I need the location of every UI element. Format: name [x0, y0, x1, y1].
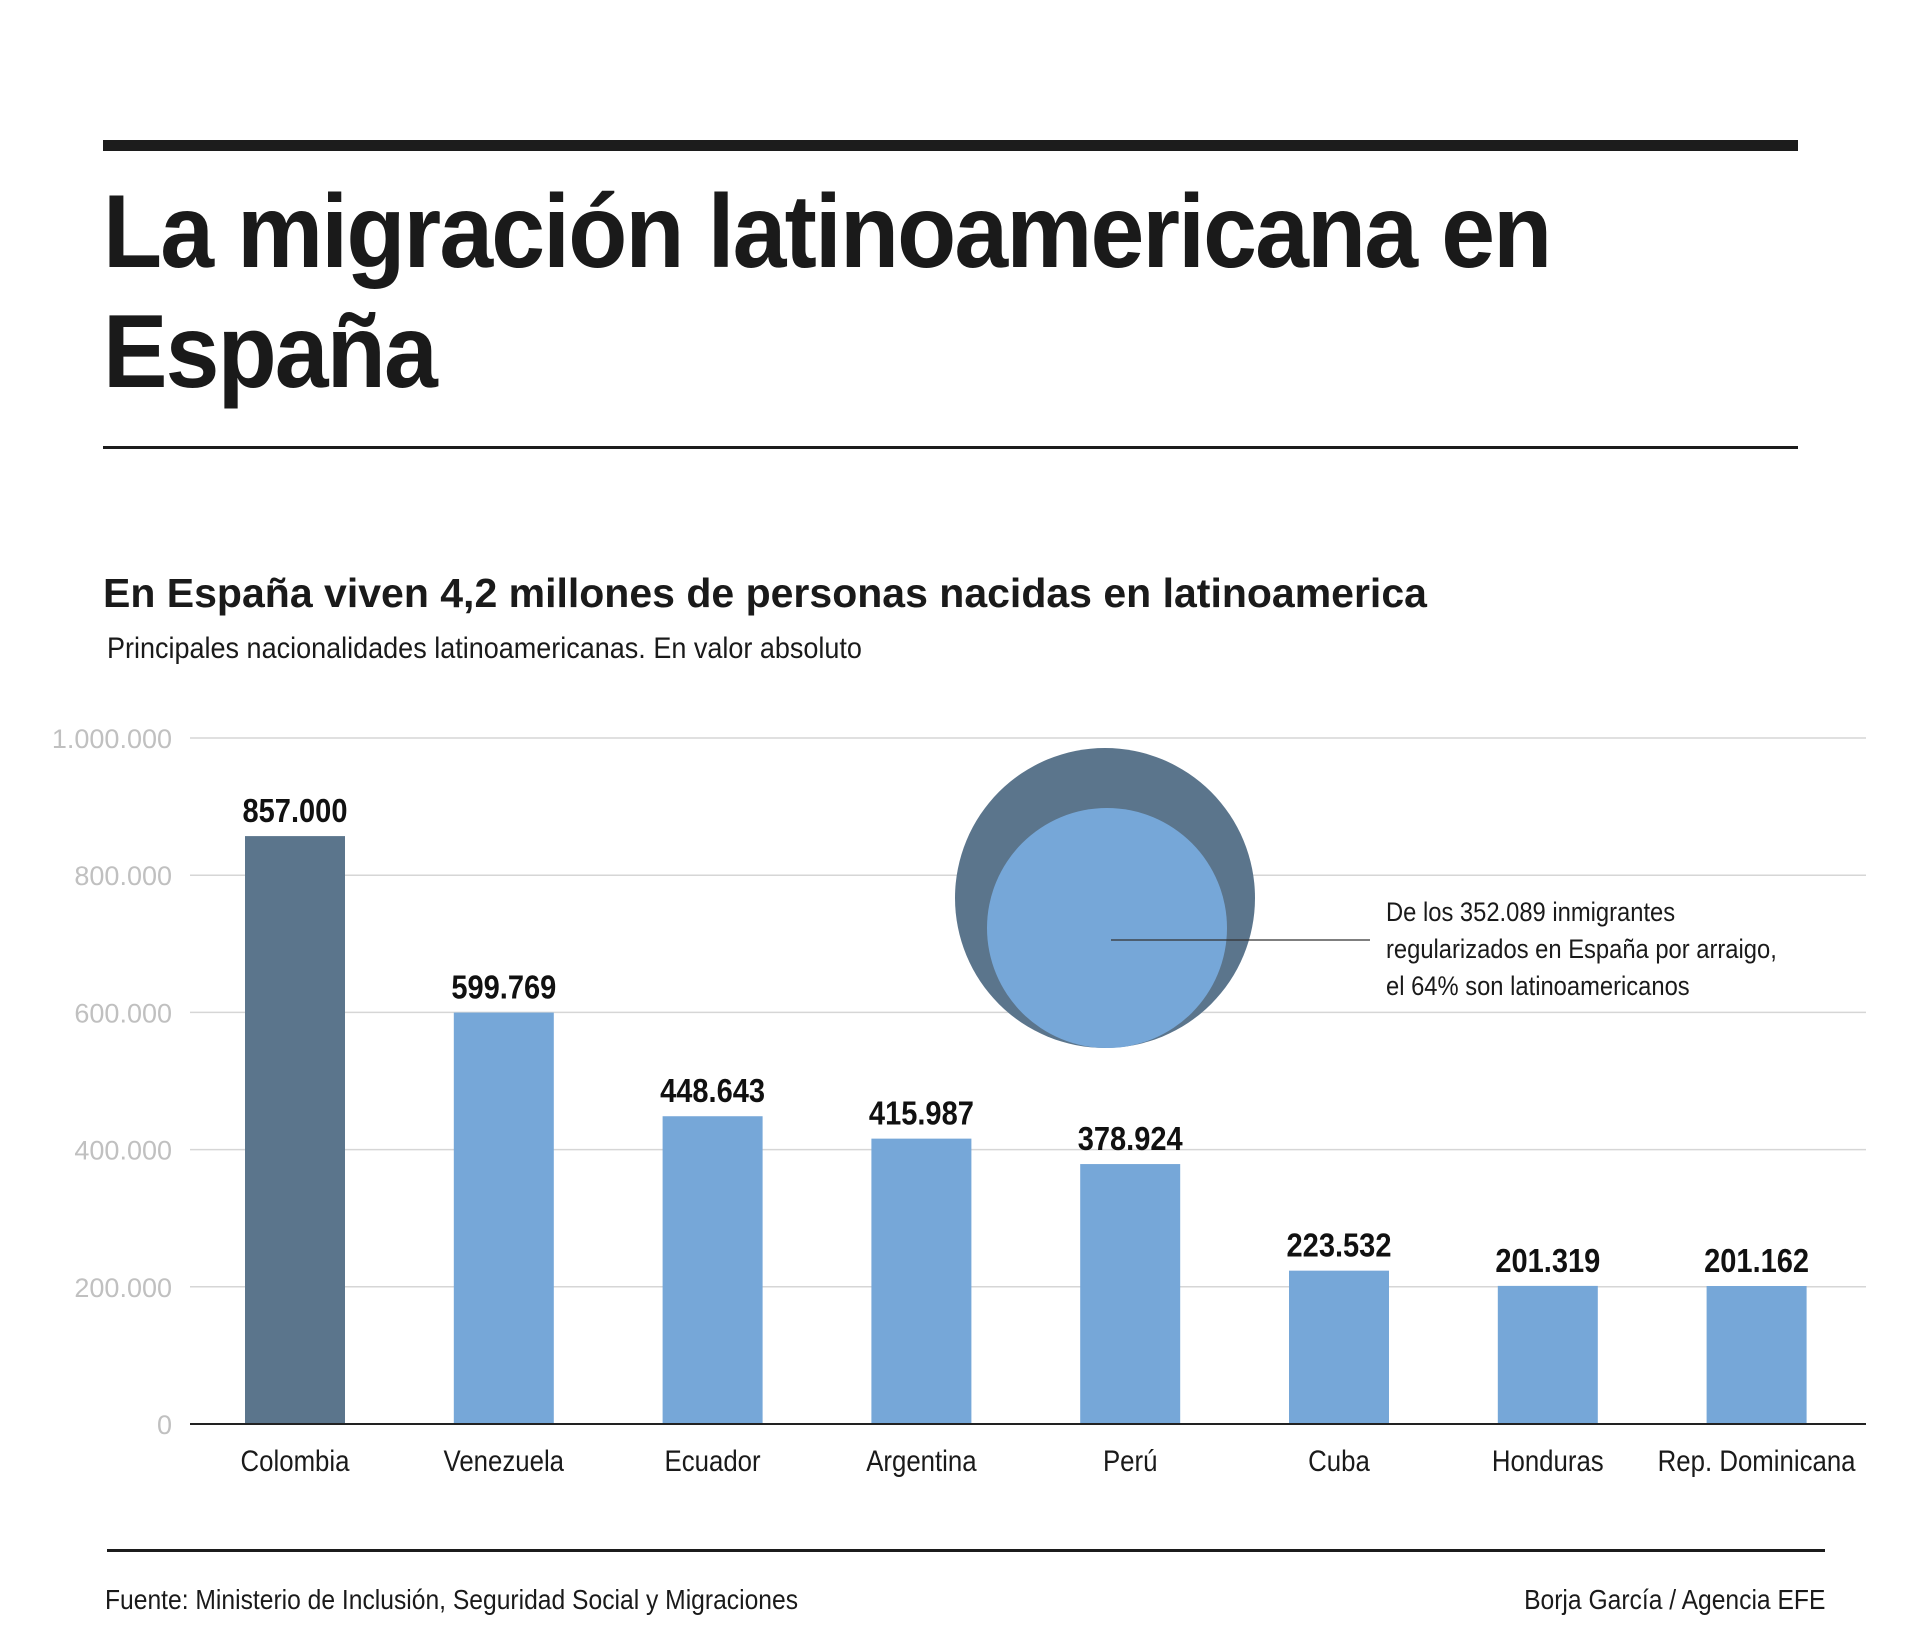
bar — [1497, 1285, 1598, 1424]
inset-circles: De los 352.089 inmigrantes regularizados … — [955, 748, 1777, 1048]
value-label: 201.162 — [1704, 1242, 1809, 1279]
chart-subtitle: Principales nacionalidades latinoamerica… — [107, 632, 862, 665]
bar — [1289, 1270, 1389, 1424]
annotation-text: regularizados en España por arraigo, — [1386, 935, 1777, 965]
bars — [245, 836, 1807, 1424]
value-label: 201.319 — [1495, 1242, 1600, 1279]
y-tick-label: 600.000 — [74, 998, 172, 1028]
value-label: 857.000 — [243, 792, 348, 829]
x-tick-label: Rep. Dominicana — [1658, 1444, 1856, 1477]
y-tick-label: 1.000.000 — [52, 724, 172, 754]
x-tick-label: Ecuador — [665, 1444, 761, 1477]
value-label: 223.532 — [1287, 1227, 1392, 1264]
value-label: 378.924 — [1078, 1120, 1184, 1157]
bar — [662, 1116, 763, 1424]
y-tick-label: 800.000 — [74, 861, 172, 891]
bar — [871, 1138, 972, 1424]
x-tick-label: Perú — [1103, 1444, 1157, 1477]
value-label: 415.987 — [869, 1095, 974, 1132]
annotation-text: De los 352.089 inmigrantes — [1386, 898, 1675, 928]
chart-headline: En España viven 4,2 millones de personas… — [103, 570, 1427, 616]
y-tick-label: 0 — [157, 1410, 172, 1440]
bar — [245, 836, 345, 1424]
x-tick-label: Venezuela — [444, 1444, 565, 1477]
page-title: La migración latinoamericana en España — [103, 174, 1552, 410]
value-label: 599.769 — [451, 969, 556, 1006]
value-label: 448.643 — [660, 1073, 765, 1110]
source-note: Fuente: Ministerio de Inclusión, Segurid… — [105, 1584, 799, 1615]
x-tick-label: Colombia — [241, 1444, 350, 1477]
footer-divider — [107, 1549, 1825, 1552]
top-rule — [103, 140, 1798, 151]
credit-note: Borja García / Agencia EFE — [1523, 1584, 1825, 1615]
inner-circle — [987, 808, 1227, 1048]
x-tick-label: Cuba — [1308, 1444, 1370, 1477]
y-tick-label: 400.000 — [74, 1136, 172, 1166]
y-axis-labels: 0 200.000 400.000 600.000 800.000 1.000.000 — [52, 724, 172, 1440]
title-divider — [103, 446, 1798, 449]
value-labels: 857.000 599.769 448.643 415.987 378.924 223.5… — [243, 792, 1810, 1279]
annotation-text: el 64% son latinoamericanos — [1386, 972, 1690, 1002]
bar — [453, 1012, 554, 1424]
x-tick-label: Argentina — [866, 1444, 977, 1477]
y-tick-label: 200.000 — [74, 1273, 172, 1303]
bar — [1080, 1164, 1181, 1424]
x-axis-labels: Colombia Venezuela Ecuador Argentina Perú Cub… — [241, 1444, 1856, 1477]
x-tick-label: Honduras — [1492, 1444, 1604, 1477]
bar — [1706, 1286, 1807, 1424]
